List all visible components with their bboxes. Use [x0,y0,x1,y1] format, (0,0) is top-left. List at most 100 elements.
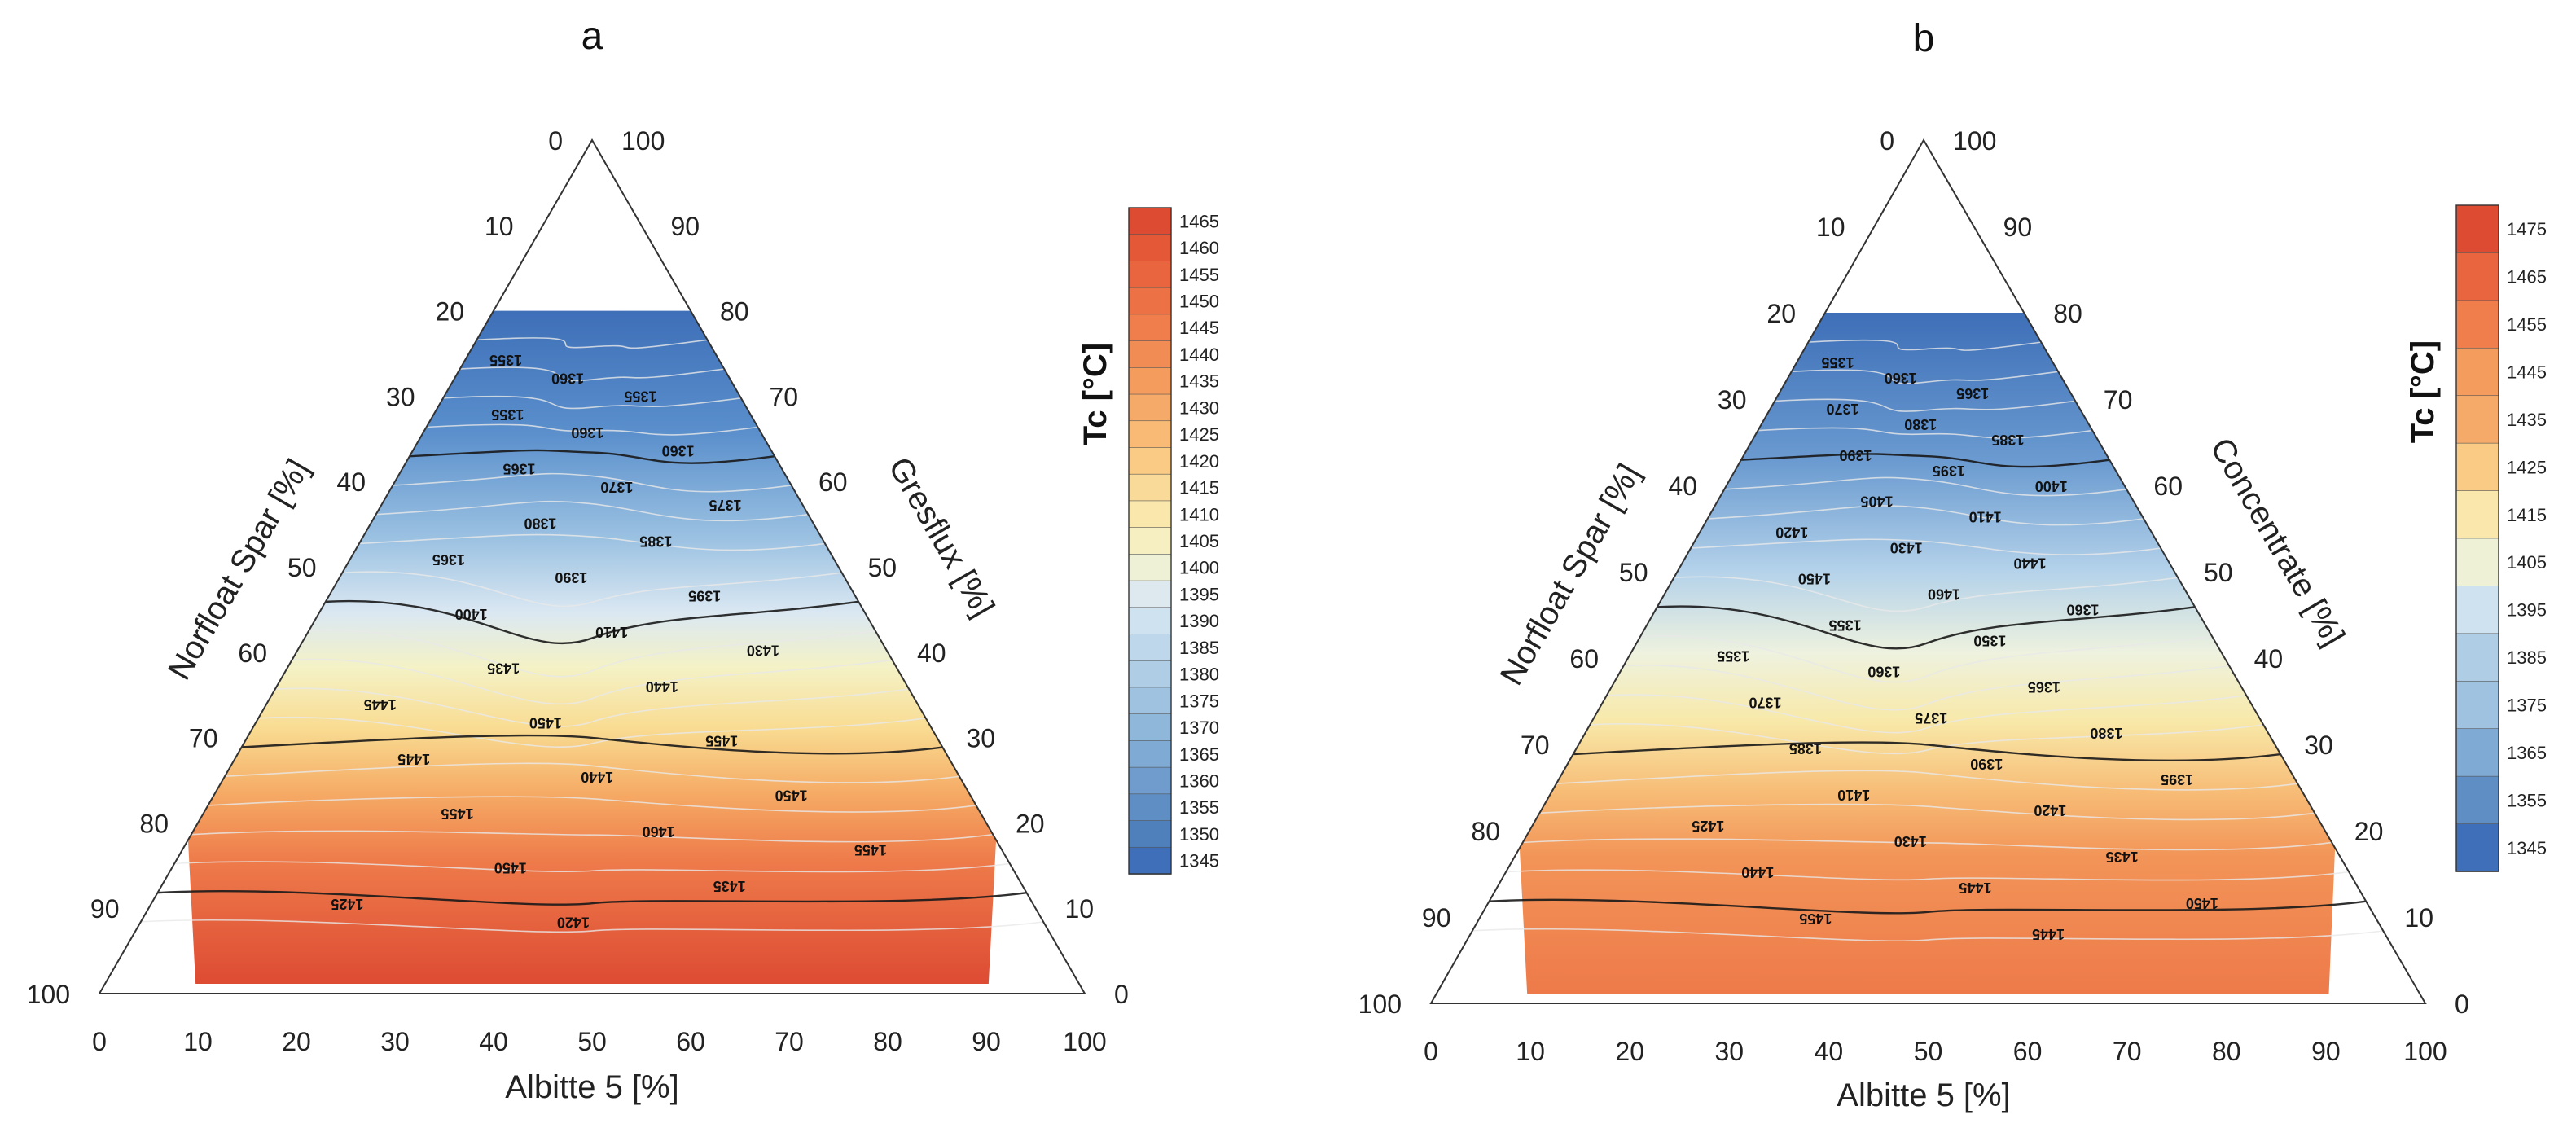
colorbar-tick: 1365 [1179,744,1219,765]
colorbar-band [1128,740,1172,768]
contour-label: 1360 [1867,663,1900,679]
colorbar-band [2455,680,2499,730]
panel-title: a [581,15,603,58]
colorbar-band [2455,252,2499,301]
contour-label: 1395 [688,588,721,604]
contour-line [1522,838,2332,851]
contour-label: 1365 [1956,385,1989,402]
colorbar-band [2455,775,2499,825]
contour-line [1623,665,2230,711]
colorbar-band [2455,586,2499,634]
colorbar-band [2455,728,2499,777]
colorbar-tick: 1365 [2507,743,2547,763]
contour-label: 1440 [646,678,678,695]
colorbar-tick: 1395 [1179,584,1219,604]
left-axis-tick: 50 [1619,558,1648,587]
contour-label: 1410 [595,624,628,640]
contour-line [325,599,859,645]
contour-label: 1450 [2186,895,2218,911]
bottom-axis-tick: 90 [2311,1037,2341,1066]
colorbar-band [1128,473,1172,502]
contour-label: 1430 [747,642,779,658]
contour-label: 1400 [2035,478,2068,494]
colorbar-tick: 1345 [2507,838,2547,858]
colorbar-title: Tc [°C] [1077,343,1113,445]
left-axis-tick: 70 [189,724,218,753]
bottom-axis-tick: 100 [1063,1027,1106,1056]
colorbar-band [1128,314,1172,342]
bottom-axis-tick: 100 [2403,1037,2447,1066]
contour-line [1724,476,2127,497]
contour-line [292,658,893,705]
left-axis-tick: 80 [1471,817,1500,846]
colorbar-frame [1128,207,1172,875]
right-axis-tick: 40 [2254,644,2284,674]
contour-label: 1380 [524,515,556,531]
contour-line [342,571,842,608]
contour-label: 1390 [1839,447,1872,463]
contour-line [459,366,725,382]
contour-label: 1425 [1692,818,1724,834]
colorbar-tick: 1345 [1179,851,1219,871]
contour-label: 1365 [502,461,535,477]
contour-label: 1395 [2161,771,2193,788]
colorbar-band [2455,204,2499,254]
contour-label: 1460 [1928,586,1960,603]
colorbar-tick: 1380 [1179,665,1219,685]
bottom-axis-tick: 20 [282,1027,311,1056]
colorbar-tick: 1430 [1179,397,1219,418]
colorbar-band [2455,490,2499,539]
contour-label: 1385 [1991,432,2024,448]
contour-line [208,796,976,813]
contour-label: 1355 [1829,617,1862,633]
contour-label: 1455 [441,805,474,822]
contour-label: 1440 [581,769,613,785]
contour-label: 1435 [713,878,746,894]
ternary-panel-a: 1355 1360 1355 1355 1360 1360 1365 1370 1375 1380… [27,15,1219,1105]
contour-line [274,687,910,727]
contour-label: 1360 [551,370,584,386]
colorbar-tick: 1415 [2507,505,2547,525]
colorbar-band [2455,442,2499,492]
colorbar-tick: 1375 [1179,691,1219,711]
right-axis-tick: 0 [2455,990,2469,1019]
right-axis-tick: 90 [2003,213,2033,242]
colorbar-tick: 1415 [1179,478,1219,498]
left-axis-tick: 70 [1521,731,1550,760]
contour-label: 1360 [662,442,695,459]
colorbar-tick: 1405 [1179,531,1219,551]
contour-label: 1390 [555,569,587,586]
colorbar-tick: 1435 [2507,410,2547,430]
contour-label: 1355 [1822,354,1854,371]
left-axis-tick: 10 [485,212,514,241]
contour-label: 1360 [1885,370,1917,386]
colorbar-tick: 1455 [2507,314,2547,335]
contour-label: 1435 [2106,849,2139,865]
contour-label: 1355 [1717,647,1749,664]
contour-label: 1455 [705,733,738,749]
right-axis-tick: 100 [1953,126,1996,156]
contour-line [1690,538,2161,555]
contour-label: 1420 [2034,802,2066,818]
contour-label: 1435 [487,660,520,677]
contour-line [1506,869,2350,881]
contour-label: 1420 [557,914,590,930]
contour-label: 1380 [2090,725,2122,741]
contour-label: 1355 [624,388,656,405]
contour-line [174,861,1010,873]
colorbar-tick: 1385 [2507,647,2547,668]
right-axis-tick: 90 [671,212,700,241]
contour-line [258,716,926,748]
contour-label: 1360 [571,424,603,441]
contour-line [358,533,826,551]
colorbar-tick: 1475 [2507,219,2547,239]
contour-label: 1445 [2032,926,2065,942]
colorbar-band [1128,393,1172,422]
left-axis-tick: 40 [1668,472,1697,501]
panel-title: b [1913,17,1935,60]
colorbar-tick: 1445 [2507,362,2547,383]
contour-line [140,919,1044,933]
contour-label: 1410 [1837,787,1870,803]
contour-fill [187,310,997,985]
contour-label: 1430 [1890,540,1923,556]
